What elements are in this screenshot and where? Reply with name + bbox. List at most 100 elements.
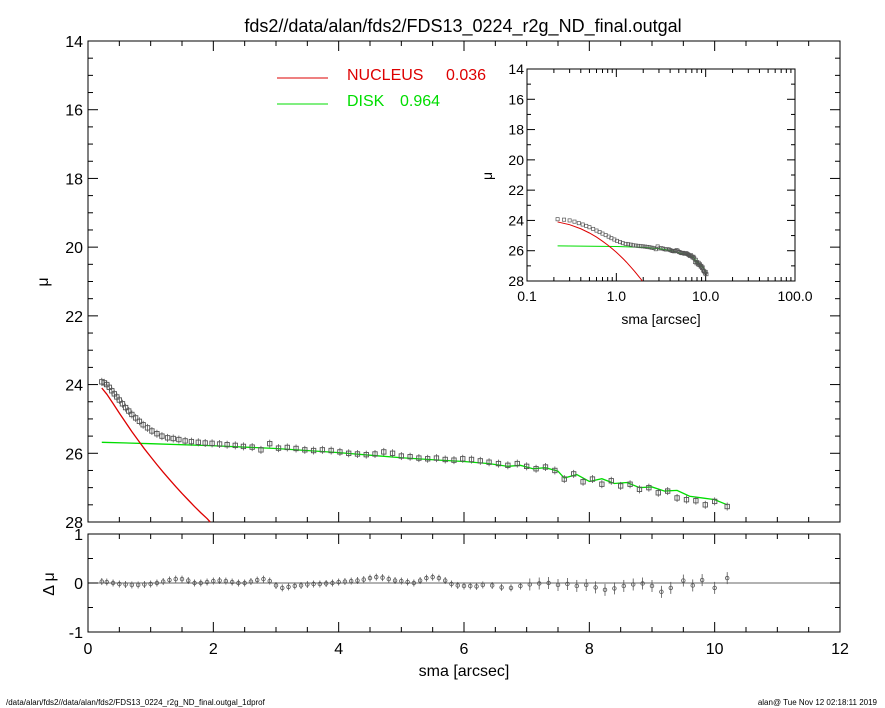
inset-data-point <box>640 244 645 249</box>
residual-point <box>411 580 417 586</box>
data-point <box>646 484 652 491</box>
residual-point <box>117 581 122 587</box>
main-y-tick-label: 18 <box>65 171 83 188</box>
data-point <box>232 442 238 449</box>
data-point <box>514 460 520 467</box>
residual-point <box>336 579 341 585</box>
data-point <box>533 466 539 472</box>
residual-point <box>261 576 266 582</box>
residual-point <box>273 583 279 588</box>
legend-nucleus-name: NUCLEUS <box>347 67 423 84</box>
residual-point <box>267 578 272 584</box>
residual-point <box>424 575 429 581</box>
residual-point <box>311 581 316 587</box>
residual-point <box>436 575 442 581</box>
residual-point <box>123 582 128 587</box>
residual-point <box>223 578 229 584</box>
residual-point <box>211 578 216 584</box>
main-x-axis-title: sma [arcsec] <box>419 663 510 680</box>
data-point <box>119 401 126 407</box>
residual-point <box>110 580 116 586</box>
inset-data-point <box>628 242 633 247</box>
data-point <box>319 447 326 453</box>
data-point <box>372 451 378 457</box>
residual-point <box>386 576 391 582</box>
residual-point <box>204 579 210 585</box>
data-point <box>209 440 215 446</box>
residual-point <box>668 585 673 591</box>
footer-timestamp: alan@ Tue Nov 12 02:18:11 2019 <box>758 698 878 707</box>
residual-point <box>361 577 366 582</box>
data-point <box>433 455 440 461</box>
residual-point <box>317 581 323 587</box>
residual-point <box>574 583 579 589</box>
data-point <box>129 411 135 418</box>
data-point <box>346 450 352 456</box>
data-point <box>159 433 165 439</box>
inset-data-point <box>555 217 560 222</box>
data-point <box>665 488 671 494</box>
data-point <box>337 449 343 455</box>
data-point <box>505 462 511 468</box>
residual-point <box>499 585 504 590</box>
inset-y-tick-label: 22 <box>508 182 524 198</box>
residual-point <box>699 577 705 583</box>
residual-point <box>602 587 608 593</box>
residual-point <box>555 582 561 588</box>
data-point <box>389 450 396 456</box>
data-point <box>468 456 475 463</box>
residual-y-axis-title: Δ μ <box>41 572 58 595</box>
inset-data-point <box>572 219 577 224</box>
data-point <box>599 481 605 487</box>
residual-point <box>99 579 104 584</box>
residual-point <box>537 581 542 586</box>
data-point <box>310 447 317 454</box>
data-point <box>425 456 431 462</box>
data-point <box>589 476 596 482</box>
inset-data-point <box>623 241 628 246</box>
main-y-tick-label: 16 <box>65 103 83 120</box>
residual-point <box>612 586 617 591</box>
data-point <box>267 441 273 447</box>
main-y-tick-label: 26 <box>65 446 83 463</box>
residual-point <box>129 582 135 588</box>
data-point <box>140 422 146 428</box>
residual-point <box>518 583 523 589</box>
data-point <box>240 443 247 450</box>
residual-point <box>593 585 598 590</box>
inset-axes: 14 16 18 20 22 24 26 280.1 1.0 10.0 100.0 <box>508 61 812 304</box>
residual-point <box>725 575 730 581</box>
data-point <box>122 404 129 411</box>
main-y-tick-label: 20 <box>65 240 83 257</box>
residual-point <box>468 583 473 589</box>
residual-point <box>217 578 222 583</box>
residual-y-tick-label: 1 <box>74 527 83 544</box>
residual-point <box>135 582 141 588</box>
data-point <box>202 440 208 446</box>
inset-y-tick-label: 24 <box>508 212 524 228</box>
residual-point <box>186 578 191 583</box>
residual-point <box>236 580 241 586</box>
residual-point <box>649 583 655 589</box>
residual-point <box>527 582 532 587</box>
residual-point <box>461 583 467 589</box>
residual-point <box>198 580 203 586</box>
data-point <box>381 449 387 455</box>
data-point <box>182 438 188 444</box>
data-point <box>195 439 201 445</box>
main-x-tick-label: 0 <box>84 641 93 658</box>
residual-point <box>286 584 291 590</box>
inset-y-tick-label: 14 <box>508 61 524 77</box>
data-point <box>170 435 176 442</box>
inset-x-tick-label: 1.0 <box>607 288 627 304</box>
data-point <box>249 444 255 450</box>
data-point <box>154 431 160 437</box>
data-point <box>580 479 586 485</box>
data-point <box>416 455 422 461</box>
residual-point <box>430 574 435 580</box>
data-point <box>683 497 690 503</box>
inset-y-axis-title: μ <box>479 172 495 180</box>
data-point <box>477 458 483 464</box>
